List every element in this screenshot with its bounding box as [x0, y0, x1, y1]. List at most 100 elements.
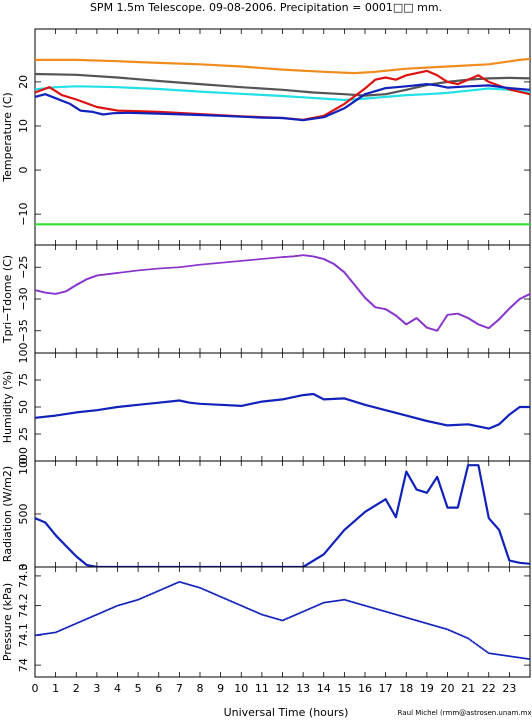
- x-tick-label: 20: [441, 682, 455, 695]
- series-point: [461, 635, 464, 637]
- series-point: [182, 582, 185, 584]
- series-point: [492, 653, 495, 655]
- y-tick-label: 1000: [17, 447, 30, 475]
- series-point: [443, 627, 446, 630]
- series-point: [300, 611, 303, 614]
- series-point: [278, 618, 281, 621]
- series-point: [188, 584, 191, 586]
- series-point: [237, 603, 240, 606]
- series-point: [350, 601, 353, 603]
- series-point: [222, 261, 225, 264]
- series-point: [439, 324, 442, 326]
- series-point: [253, 258, 256, 261]
- series-point: [372, 607, 375, 609]
- panel-frame: [34, 352, 531, 462]
- series-point: [391, 612, 394, 615]
- series-point: [449, 629, 452, 632]
- series-point: [445, 316, 448, 318]
- y-tick-label: 100: [17, 343, 30, 364]
- series-point: [464, 636, 467, 638]
- series-point: [168, 267, 171, 269]
- series-point: [221, 261, 224, 264]
- series-point: [440, 626, 443, 629]
- series-point: [54, 631, 57, 634]
- series-point: [143, 269, 146, 271]
- series-point: [257, 612, 260, 615]
- series-point: [185, 265, 188, 268]
- series-point: [126, 601, 129, 604]
- series-point: [340, 599, 343, 601]
- series-point: [354, 285, 357, 287]
- series-point: [481, 648, 484, 650]
- series-point: [456, 633, 459, 635]
- series-point: [291, 615, 294, 617]
- x-tick-label: 12: [276, 682, 290, 695]
- series-point: [84, 618, 87, 621]
- series-point: [299, 612, 302, 614]
- series-point: [262, 258, 265, 260]
- series-point: [501, 654, 504, 656]
- series-point: [436, 625, 439, 628]
- series-point: [360, 292, 363, 294]
- series-point: [386, 611, 389, 613]
- series-point: [129, 601, 132, 603]
- series-point: [191, 584, 194, 587]
- series-point: [116, 604, 119, 607]
- series-point: [394, 613, 397, 616]
- series-point: [306, 608, 309, 611]
- series-point: [409, 618, 412, 620]
- panel-frame: [34, 460, 531, 568]
- series-point: [268, 615, 271, 618]
- series-point: [176, 266, 179, 269]
- series-point: [141, 596, 144, 599]
- series-point: [397, 614, 400, 617]
- series-point: [256, 258, 259, 261]
- series-point: [503, 654, 506, 657]
- series-point: [38, 633, 41, 636]
- series-point: [219, 595, 222, 598]
- series-point: [216, 594, 219, 597]
- series-point: [310, 606, 313, 609]
- series-point: [281, 619, 284, 622]
- series-point: [254, 258, 257, 261]
- series-point: [196, 264, 199, 266]
- series-point: [148, 268, 151, 271]
- series-point: [250, 259, 253, 261]
- series-point: [418, 620, 421, 623]
- series-point: [277, 618, 280, 621]
- series-point: [138, 598, 141, 600]
- series-point: [193, 264, 196, 267]
- series-point: [412, 618, 415, 621]
- series-point: [160, 267, 163, 270]
- series-point: [277, 256, 280, 259]
- series-point: [431, 624, 434, 626]
- series-point: [235, 602, 238, 605]
- series-point: [514, 656, 517, 658]
- y-tick-label: 0: [17, 564, 30, 571]
- series-point: [151, 268, 154, 270]
- series-point: [234, 602, 237, 604]
- series-point: [219, 261, 222, 264]
- series-point: [210, 592, 213, 594]
- series-point: [147, 594, 150, 597]
- series-point: [197, 586, 200, 589]
- series-point: [50, 632, 53, 634]
- series-point: [445, 628, 448, 630]
- series-point: [337, 599, 340, 602]
- series-point: [115, 605, 118, 608]
- series-point: [266, 615, 269, 618]
- series-point: [351, 281, 354, 284]
- series-point: [355, 286, 358, 289]
- series-point: [523, 657, 526, 660]
- x-tick-label: 11: [255, 682, 269, 695]
- series-point: [473, 641, 476, 644]
- series-point: [499, 654, 502, 656]
- series-point: [315, 605, 318, 607]
- x-tick-label: 13: [296, 682, 310, 695]
- series-point: [185, 583, 188, 585]
- series-point: [344, 272, 347, 275]
- series-point: [440, 323, 443, 325]
- series-point: [182, 265, 185, 268]
